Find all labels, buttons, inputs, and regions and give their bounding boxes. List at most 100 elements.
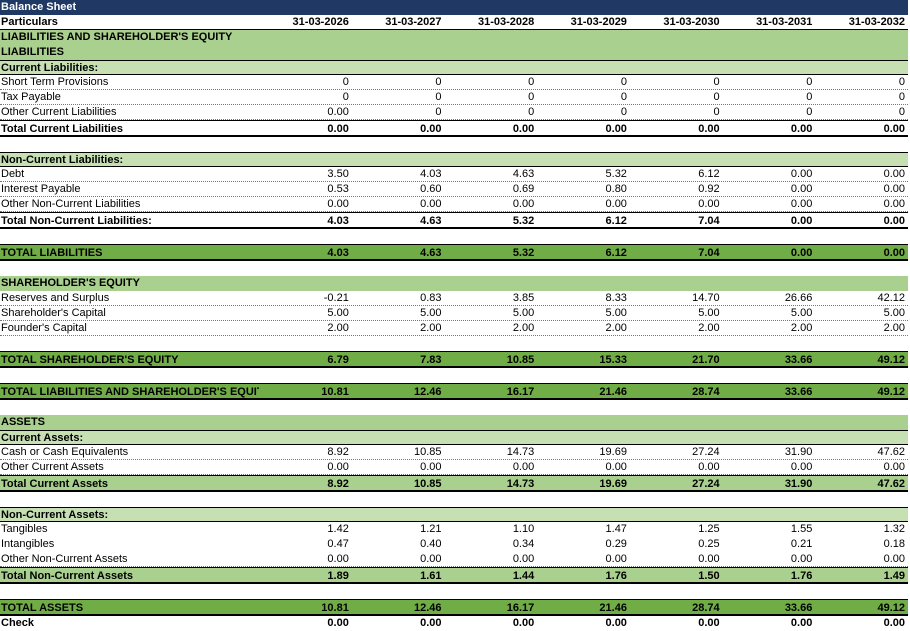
- value-cell: 4.03: [420, 168, 442, 180]
- row-other-current-liabilities: Other Current Liabilities 0.00 0 0 0 0 0 0: [0, 105, 908, 120]
- value-cell: 0.00: [512, 617, 535, 629]
- row-label: Cash or Cash Equivalents: [1, 446, 129, 458]
- row-liabilities: LIABILITIES: [0, 45, 908, 60]
- row-label: Non-Current Assets:: [1, 509, 109, 521]
- value-cell: 21.46: [599, 602, 627, 614]
- value-cell: 2.00: [420, 322, 442, 334]
- value-cell: 0.00: [420, 123, 442, 135]
- value-cell: 0.00: [605, 198, 627, 210]
- value-cell: 0: [713, 91, 720, 103]
- value-cell: 0.21: [790, 538, 813, 550]
- value-cell: 0.00: [698, 461, 720, 473]
- value-cell: 0: [528, 91, 535, 103]
- row-label: Other Non-Current Assets: [1, 553, 128, 565]
- value-cell: 1.76: [790, 570, 813, 582]
- value-cell: 21.70: [692, 354, 720, 366]
- value-cell: 2.00: [327, 322, 349, 334]
- value-cell: 0.00: [790, 215, 813, 227]
- value-cell: 0.00: [883, 123, 906, 135]
- value-cell: 1.55: [790, 523, 813, 535]
- value-cell: 1.25: [698, 523, 720, 535]
- value-cell: 0.00: [883, 553, 906, 565]
- row-label: LIABILITIES: [1, 46, 64, 58]
- value-cell: 0: [620, 76, 627, 88]
- row-founder-s-capital: Founder's Capital 2.00 2.00 2.00 2.00 2.00 2.0…: [0, 321, 908, 336]
- value-cell: 8.92: [327, 446, 349, 458]
- value-cell: 27.24: [692, 478, 720, 490]
- row-label: TOTAL LIABILITIES: [1, 247, 103, 259]
- value-cell: 42.12: [877, 292, 906, 304]
- row-non-current-assets: Non-Current Assets:: [0, 507, 908, 522]
- row-label: TOTAL LIABILITIES AND SHAREHOLDER'S EQUI…: [1, 386, 260, 398]
- row-label: Total Current Liabilities: [1, 123, 124, 135]
- row-label: Other Current Liabilities: [1, 106, 117, 118]
- row-label: Current Liabilities:: [1, 62, 99, 74]
- value-cell: 4.63: [512, 168, 535, 180]
- value-cell: 0: [435, 91, 442, 103]
- value-cell: 0.00: [790, 461, 813, 473]
- value-cell: 7.04: [698, 215, 720, 227]
- value-cell: 0.00: [327, 617, 349, 629]
- value-cell: 49.12: [877, 354, 906, 366]
- value-cell: 0.00: [327, 461, 349, 473]
- row-label: Total Non-Current Liabilities:: [1, 215, 152, 227]
- value-cell: 10.81: [321, 602, 349, 614]
- value-cell: 0: [806, 91, 813, 103]
- value-cell: 0: [806, 106, 813, 118]
- row-label: ASSETS: [1, 416, 46, 428]
- row-total-liabilities: TOTAL LIABILITIES 4.03 4.63 5.32 6.12 7.04 0.0…: [0, 244, 908, 261]
- row-debt: Debt 3.50 4.03 4.63 5.32 6.12 0.00 0.00: [0, 167, 908, 182]
- value-cell: 0.00: [883, 183, 906, 195]
- value-cell: 1.21: [420, 523, 442, 535]
- value-cell: -0.21: [323, 292, 349, 304]
- row-check: Check 0.00 0.00 0.00 0.00 0.00 0.00 0.00: [0, 616, 908, 631]
- row-total-current-assets: Total Current Assets 8.92 10.85 14.73 19.69 2…: [0, 475, 908, 492]
- spacer-row: [0, 400, 908, 415]
- value-cell: 28.74: [692, 386, 720, 398]
- value-cell: 5.32: [512, 215, 535, 227]
- value-cell: 0.00: [790, 183, 813, 195]
- row-label: Debt: [1, 168, 25, 180]
- year-header: 31-03-2031: [756, 16, 813, 28]
- value-cell: 14.73: [506, 446, 535, 458]
- value-cell: 0.60: [420, 183, 442, 195]
- spacer-row: [0, 336, 908, 351]
- spacer-row: [0, 584, 908, 599]
- value-cell: 6.79: [327, 354, 349, 366]
- row-label: Check: [1, 617, 35, 629]
- value-cell: 31.90: [784, 478, 813, 490]
- row-assets: ASSETS: [0, 415, 908, 430]
- value-cell: 21.46: [599, 386, 627, 398]
- value-cell: 12.46: [414, 386, 442, 398]
- value-cell: 0.00: [698, 553, 720, 565]
- value-cell: 0.34: [512, 538, 535, 550]
- value-cell: 0.00: [420, 461, 442, 473]
- value-cell: 0.18: [883, 538, 906, 550]
- row-short-term-provisions: Short Term Provisions 0 0 0 0 0 0 0: [0, 75, 908, 90]
- row-total-non-current-assets: Total Non-Current Assets 1.89 1.61 1.44 1.76…: [0, 567, 908, 584]
- value-cell: 10.85: [414, 478, 442, 490]
- value-cell: 0.00: [883, 168, 906, 180]
- value-cell: 10.85: [414, 446, 442, 458]
- value-cell: 5.00: [790, 307, 813, 319]
- value-cell: 16.17: [506, 602, 535, 614]
- row-label: Intangibles: [1, 538, 55, 550]
- value-cell: 33.66: [784, 602, 813, 614]
- spacer-row: [0, 261, 908, 276]
- value-cell: 1.47: [605, 523, 627, 535]
- year-header: 31-03-2026: [292, 16, 349, 28]
- value-cell: 0.00: [883, 215, 906, 227]
- value-cell: 2.00: [790, 322, 813, 334]
- value-cell: 2.00: [605, 322, 627, 334]
- row-label: Short Term Provisions: [1, 76, 109, 88]
- row-other-non-current-liabilities: Other Non-Current Liabilities 0.00 0.00 0.0…: [0, 197, 908, 212]
- value-cell: 0.00: [420, 553, 442, 565]
- value-cell: 0.00: [512, 461, 535, 473]
- row-label: Total Current Assets: [1, 478, 108, 490]
- row-label: Shareholder's Capital: [1, 307, 106, 319]
- value-cell: 0: [806, 76, 813, 88]
- value-cell: 0: [898, 91, 906, 103]
- value-cell: 10.81: [321, 386, 349, 398]
- value-cell: 0.83: [420, 292, 442, 304]
